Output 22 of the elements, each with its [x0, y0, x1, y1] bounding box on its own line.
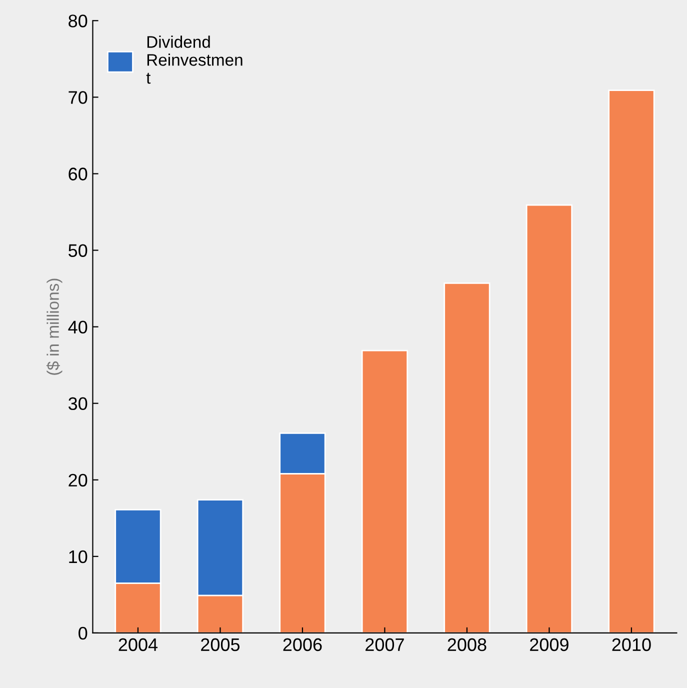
x-tick-label: 2010 — [612, 638, 651, 652]
x-tick-label: 2009 — [530, 638, 568, 652]
x-tick-label: 2007 — [366, 638, 404, 652]
y-tick-label: 70 — [68, 91, 88, 104]
x-tick-label: 2005 — [201, 638, 240, 652]
bar — [361, 350, 408, 633]
y-tick-label: 30 — [68, 397, 88, 410]
y-tick-label: 60 — [68, 168, 88, 180]
y-tick-label: 0 — [78, 626, 88, 640]
y-tick-label: 40 — [68, 320, 88, 334]
y-axis-title: ($ in millions) — [46, 278, 62, 375]
bar — [526, 204, 573, 633]
bar — [608, 90, 655, 633]
x-tick-label: 2008 — [448, 638, 486, 652]
y-tick-label: 50 — [68, 244, 88, 257]
x-tick-label: 2006 — [283, 638, 322, 652]
y-tick-label: 20 — [68, 474, 88, 487]
bar — [444, 282, 490, 633]
y-tick-label: 80 — [68, 14, 88, 28]
x-tick-label: 2004 — [118, 638, 158, 652]
legend-label: Dividend Reinvestmen t — [146, 36, 242, 84]
y-tick-label: 10 — [69, 550, 88, 564]
